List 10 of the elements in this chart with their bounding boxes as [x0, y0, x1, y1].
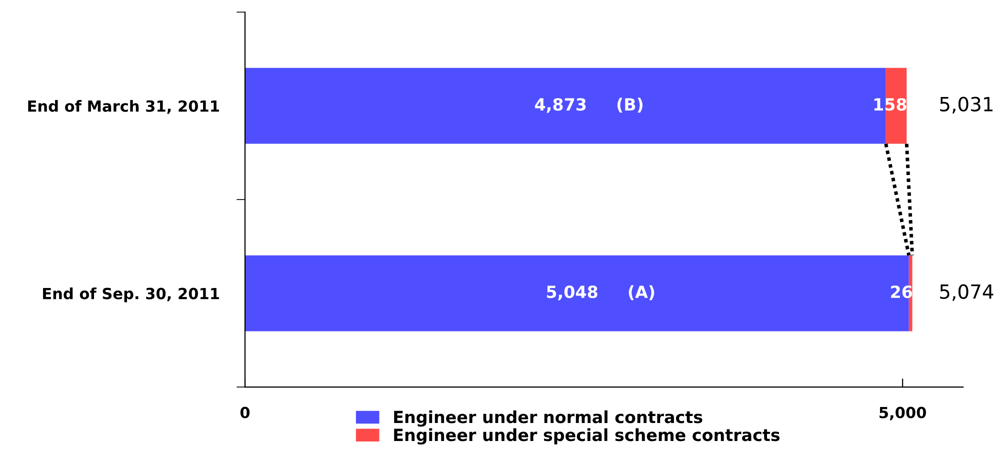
x-tick-label: 5,000 [880, 406, 926, 420]
data-label: 5,048 (A) [546, 285, 654, 300]
total-label: 5,074 [940, 284, 994, 301]
data-label: 4,873 (B) [535, 98, 643, 113]
x-tick-label: 0 [240, 406, 250, 418]
y-tick-label: End of March 31, 2011 [28, 100, 219, 114]
legend-label: Engineer under normal contracts [394, 410, 702, 427]
legend-label: Engineer under special scheme contracts [394, 428, 780, 445]
y-tick-label: End of Sep. 30, 2011 [43, 288, 219, 302]
total-label: 5,031 [940, 96, 993, 114]
